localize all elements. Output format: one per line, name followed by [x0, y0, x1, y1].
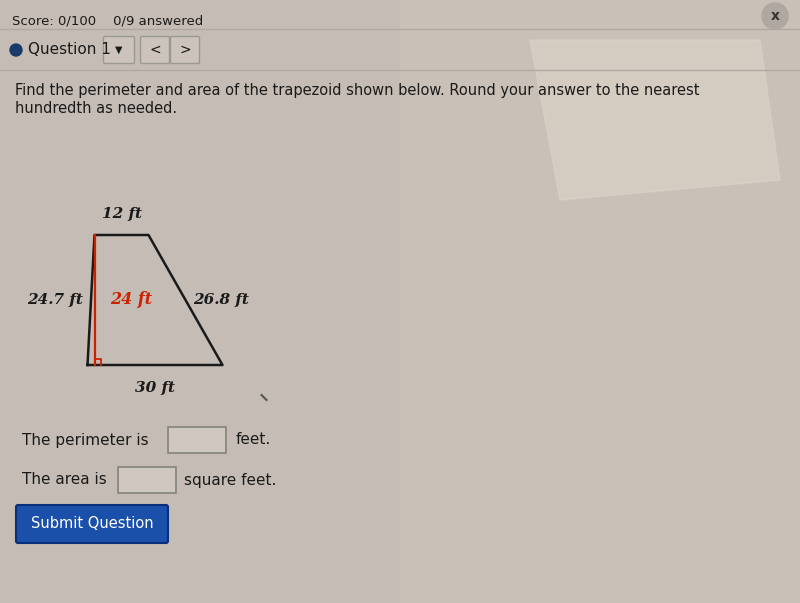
FancyBboxPatch shape	[168, 427, 226, 453]
Text: 24.7 ft: 24.7 ft	[27, 293, 83, 307]
Text: Submit Question: Submit Question	[30, 517, 154, 531]
Text: 12 ft: 12 ft	[102, 207, 142, 221]
Text: feet.: feet.	[236, 432, 271, 447]
Circle shape	[10, 44, 22, 56]
Text: Find the perimeter and area of the trapezoid shown below. Round your answer to t: Find the perimeter and area of the trape…	[15, 83, 699, 98]
Text: Score: 0/100    0/9 answered: Score: 0/100 0/9 answered	[12, 14, 203, 27]
Text: >: >	[179, 43, 191, 57]
Polygon shape	[530, 40, 780, 200]
Text: 26.8 ft: 26.8 ft	[194, 293, 250, 307]
Text: The perimeter is: The perimeter is	[22, 432, 149, 447]
FancyBboxPatch shape	[16, 505, 168, 543]
Text: Question 1: Question 1	[28, 42, 111, 57]
Bar	[400, 0, 800, 603]
Text: square feet.: square feet.	[184, 473, 276, 487]
Text: 30 ft: 30 ft	[135, 381, 175, 395]
Text: The area is: The area is	[22, 473, 106, 487]
FancyBboxPatch shape	[118, 467, 176, 493]
Text: 24 ft: 24 ft	[110, 291, 153, 309]
Text: x: x	[770, 9, 779, 23]
FancyBboxPatch shape	[141, 37, 170, 63]
FancyBboxPatch shape	[103, 37, 134, 63]
FancyBboxPatch shape	[170, 37, 199, 63]
Text: <: <	[149, 43, 161, 57]
Text: ▼: ▼	[115, 45, 122, 55]
Text: hundredth as needed.: hundredth as needed.	[15, 101, 177, 116]
Circle shape	[762, 3, 788, 29]
